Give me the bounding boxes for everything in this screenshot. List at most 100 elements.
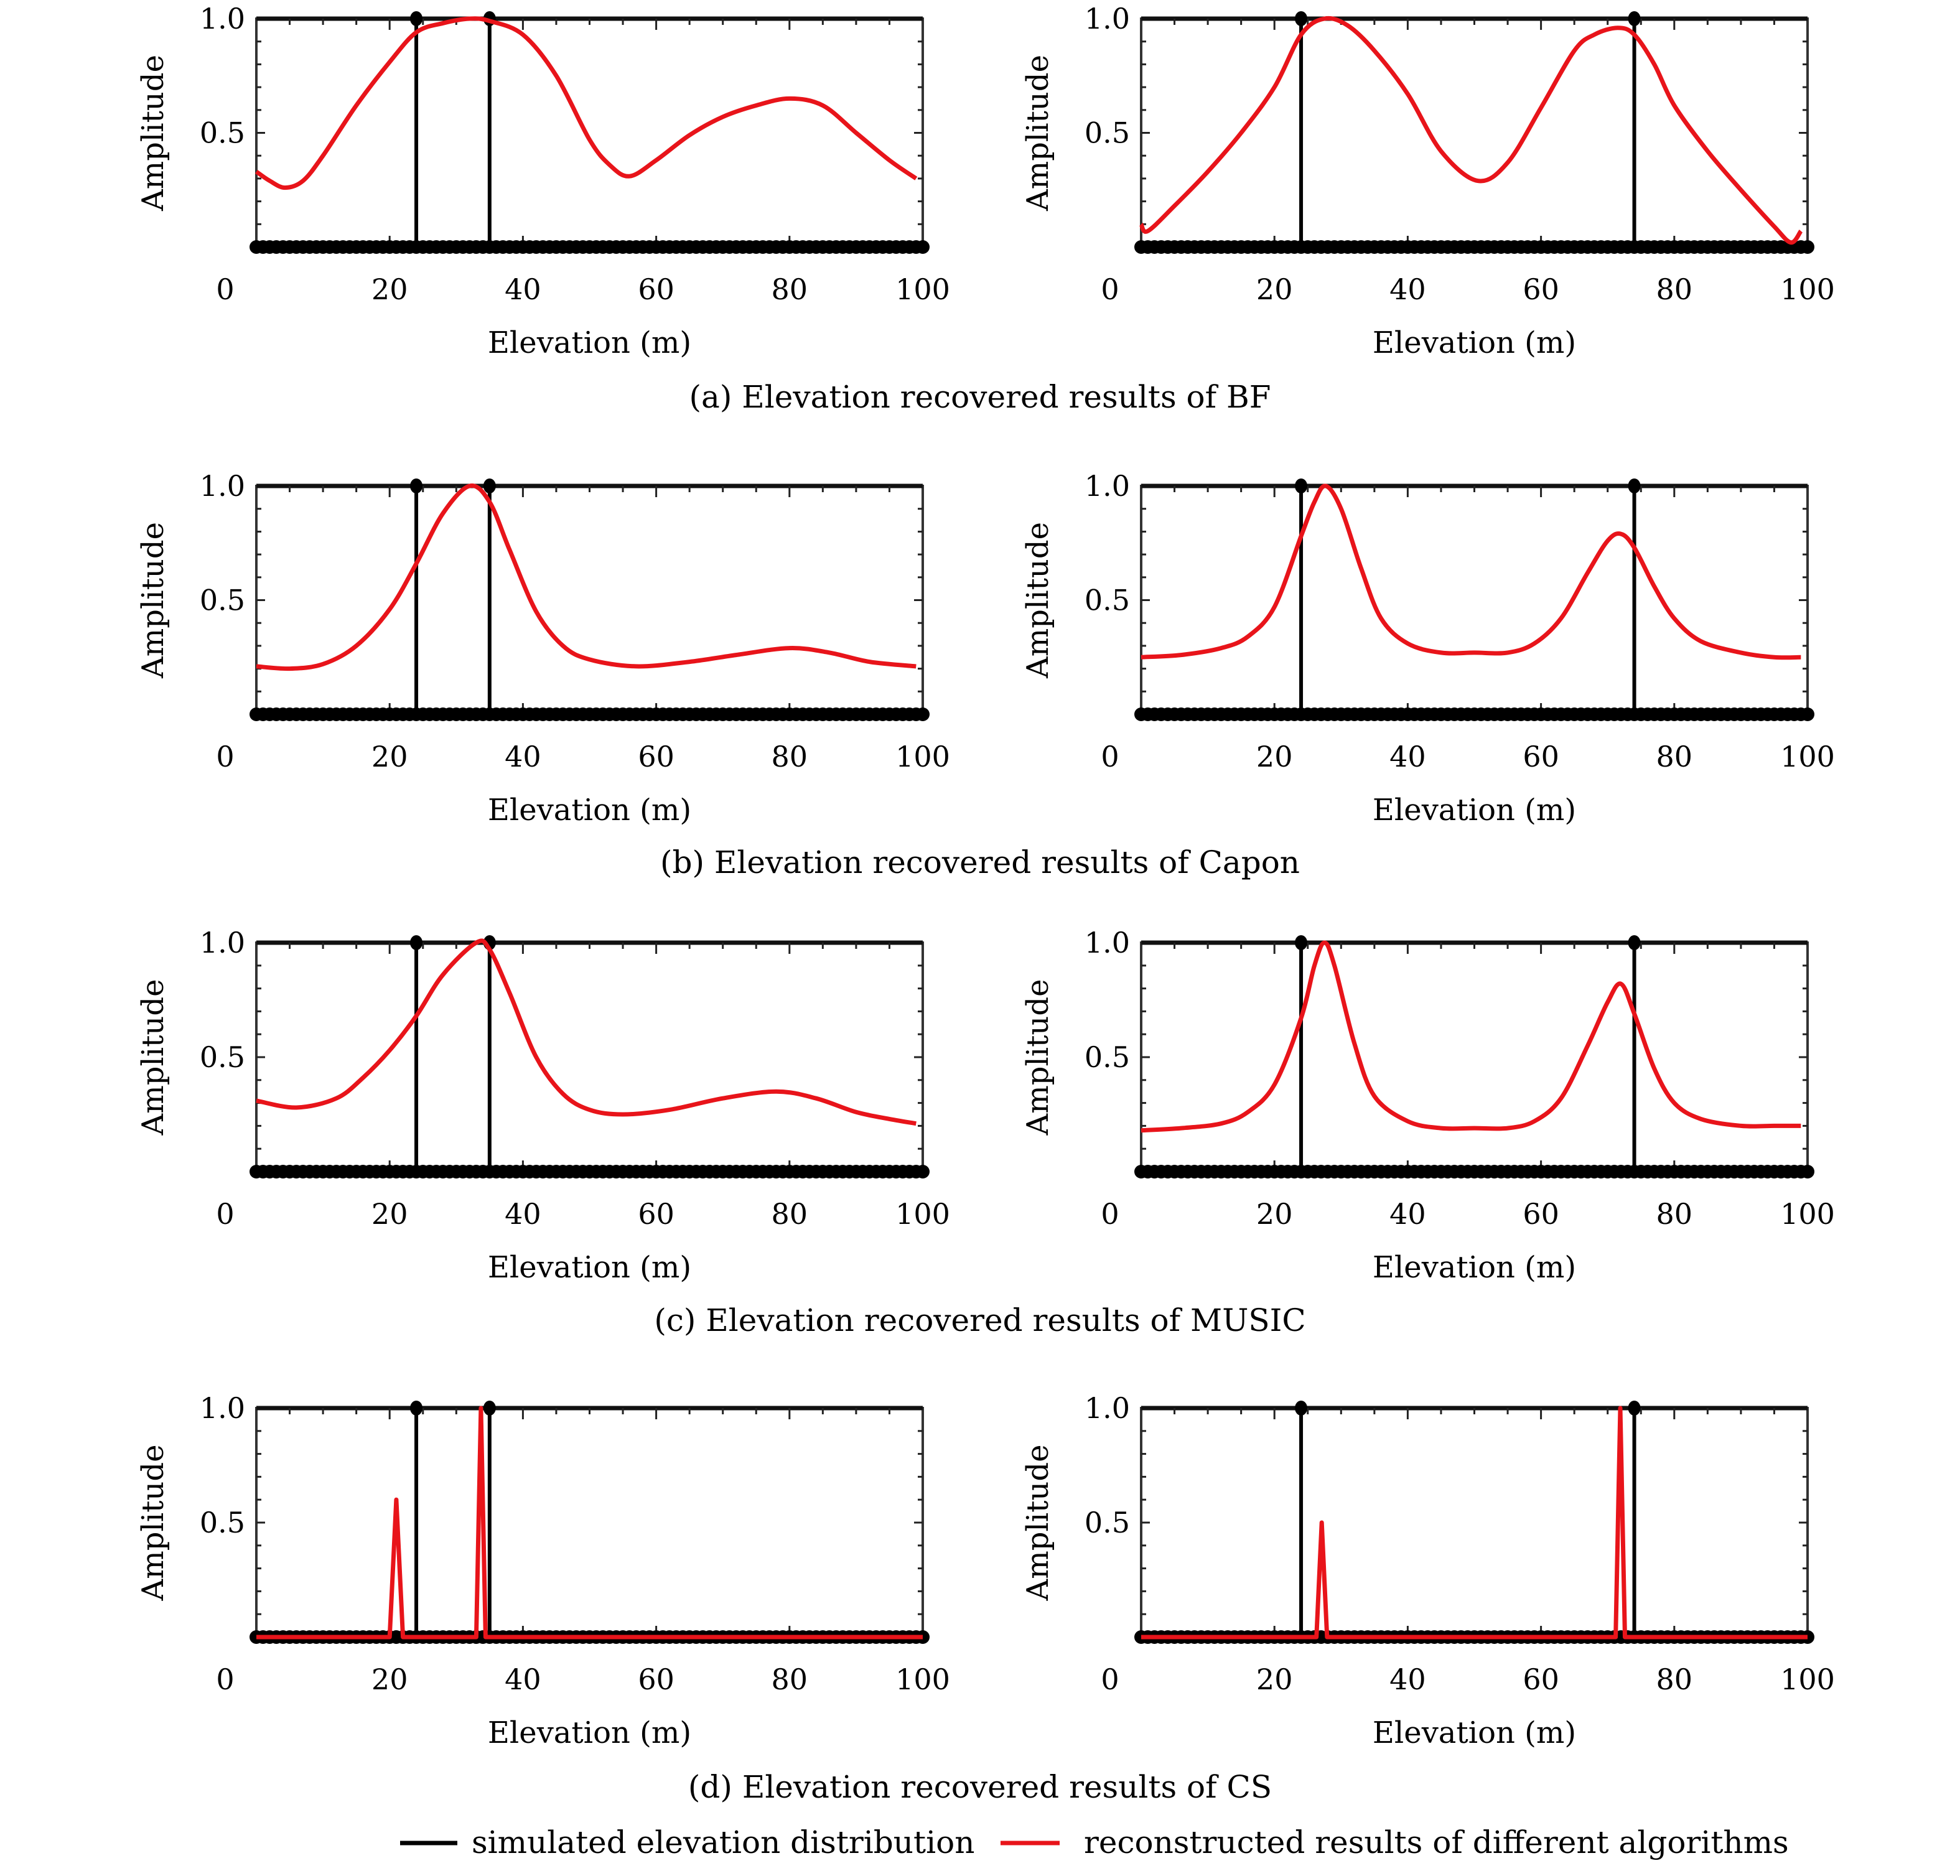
x-tick-label: 40 — [505, 1663, 541, 1696]
x-tick-label: 40 — [1389, 273, 1426, 306]
panel-b-left: 0.5 1.0 0 20 40 60 80 100 Elevation (m) Amplitude — [136, 469, 950, 828]
x-tick-label: 80 — [772, 1663, 808, 1696]
x-tick-label: 0 — [216, 273, 234, 306]
y-axis-label: Amplitude — [136, 979, 170, 1136]
x-tick-label: 60 — [638, 1197, 674, 1231]
x-axis-label: Elevation (m) — [488, 1250, 691, 1285]
simulated-stem-marker — [410, 935, 423, 950]
x-tick-label: 60 — [1523, 740, 1559, 773]
plot-frame — [255, 1407, 924, 1638]
x-tick-label: 40 — [505, 273, 541, 306]
plot-frame — [255, 941, 924, 1173]
simulated-stem-marker — [1628, 1401, 1641, 1416]
x-tick-label: 0 — [1101, 1197, 1119, 1231]
reconstructed-curve — [1141, 1406, 1808, 1640]
x-tick-label: 80 — [772, 1197, 808, 1231]
baseline-marker — [1801, 240, 1814, 254]
x-tick-label: 80 — [1656, 273, 1693, 306]
reconstructed-curve — [256, 1406, 923, 1640]
y-tick-label: 0.5 — [200, 1040, 245, 1074]
simulated-stem-marker — [1628, 478, 1641, 493]
baseline-marker — [1801, 1165, 1814, 1178]
y-axis-label: Amplitude — [1020, 55, 1055, 212]
baseline-markers — [250, 707, 930, 721]
x-tick-label: 0 — [1101, 740, 1119, 773]
x-tick-label: 60 — [638, 740, 674, 773]
simulated-stem-marker — [410, 478, 423, 493]
plot-frame — [1140, 485, 1809, 716]
reconstructed-curve — [1141, 483, 1801, 660]
x-tick-label: 20 — [371, 1663, 408, 1696]
x-tick-label: 40 — [505, 740, 541, 773]
y-tick-label: 1.0 — [200, 469, 245, 503]
simulated-stem-marker — [1295, 11, 1308, 26]
x-tick-label: 20 — [371, 740, 408, 773]
caption-d: (d) Elevation recovered results of CS — [688, 1769, 1272, 1805]
y-tick-label: 0.5 — [1085, 584, 1130, 617]
x-tick-label: 100 — [895, 1663, 950, 1696]
x-tick-label: 100 — [1780, 740, 1835, 773]
baseline-marker — [916, 1165, 930, 1178]
panel-b-right: 0.5 1.0 0 20 40 60 80 100 Elevation (m) Amplitude — [1020, 469, 1835, 828]
baseline-marker — [916, 240, 930, 254]
x-tick-label: 80 — [772, 273, 808, 306]
x-tick-label: 60 — [638, 273, 674, 306]
baseline-markers — [1134, 1165, 1814, 1178]
x-tick-label: 40 — [1389, 1197, 1426, 1231]
legend-label-simulated: simulated elevation distribution — [472, 1824, 974, 1860]
x-tick-label: 60 — [638, 1663, 674, 1696]
panel-d-right: 0.5 1.0 0 20 40 60 80 100 Elevation (m) Amplitude — [1020, 1391, 1835, 1750]
simulated-stem-marker — [410, 1401, 423, 1416]
y-axis-label: Amplitude — [1020, 979, 1055, 1136]
x-axis-label: Elevation (m) — [1373, 1250, 1576, 1285]
reconstructed-curve — [256, 483, 917, 671]
panel-c-right: 0.5 1.0 0 20 40 60 80 100 Elevation (m) Amplitude — [1020, 926, 1835, 1285]
x-tick-label: 100 — [895, 273, 950, 306]
panel-d-left: 0.5 1.0 0 20 40 60 80 100 Elevation (m) Amplitude — [136, 1391, 950, 1750]
simulated-stem-marker — [410, 11, 423, 26]
baseline-markers — [1134, 707, 1814, 721]
simulated-stem-marker — [483, 1401, 496, 1416]
x-tick-label: 80 — [1656, 1663, 1693, 1696]
x-tick-label: 0 — [216, 1663, 234, 1696]
simulated-stem-marker — [1628, 11, 1641, 26]
y-tick-label: 0.5 — [1085, 1506, 1130, 1539]
plot-frame — [255, 17, 924, 248]
x-tick-label: 0 — [216, 740, 234, 773]
legend: simulated elevation distribution reconst… — [400, 1824, 1789, 1860]
x-tick-label: 80 — [1656, 740, 1693, 773]
y-axis-label: Amplitude — [1020, 522, 1055, 679]
reconstructed-curve — [1139, 16, 1803, 245]
x-tick-label: 60 — [1523, 273, 1559, 306]
caption-b: (b) Elevation recovered results of Capon — [660, 844, 1300, 880]
baseline-markers — [250, 240, 930, 254]
x-tick-label: 0 — [1101, 1663, 1119, 1696]
reconstructed-curve — [256, 938, 917, 1126]
x-axis-label: Elevation (m) — [488, 325, 691, 360]
x-tick-label: 20 — [371, 1197, 408, 1231]
legend-label-reconstructed: reconstructed results of different algor… — [1084, 1824, 1789, 1860]
x-axis-label: Elevation (m) — [488, 1715, 691, 1750]
y-tick-label: 1.0 — [1085, 2, 1130, 35]
y-tick-label: 1.0 — [200, 926, 245, 959]
x-tick-label: 40 — [1389, 740, 1426, 773]
baseline-marker — [916, 707, 930, 721]
x-tick-label: 60 — [1523, 1197, 1559, 1231]
caption-c: (c) Elevation recovered results of MUSIC — [654, 1302, 1305, 1338]
x-axis-label: Elevation (m) — [1373, 793, 1576, 828]
reconstructed-curve — [1141, 940, 1801, 1133]
baseline-marker — [1801, 707, 1814, 721]
plot-frame — [1140, 941, 1809, 1173]
x-axis-label: Elevation (m) — [488, 793, 691, 828]
y-tick-label: 1.0 — [1085, 926, 1130, 959]
x-tick-label: 40 — [505, 1197, 541, 1231]
panels: 0.5 1.0 0 20 40 60 80 100 Elevation (m) Amplitude… — [136, 2, 1835, 1750]
x-tick-label: 60 — [1523, 1663, 1559, 1696]
y-axis-label: Amplitude — [136, 522, 170, 679]
x-tick-label: 100 — [1780, 1663, 1835, 1696]
x-tick-label: 80 — [772, 740, 808, 773]
y-tick-label: 0.5 — [1085, 1040, 1130, 1074]
y-axis-label: Amplitude — [136, 1445, 170, 1602]
reconstructed-curve — [255, 16, 918, 190]
